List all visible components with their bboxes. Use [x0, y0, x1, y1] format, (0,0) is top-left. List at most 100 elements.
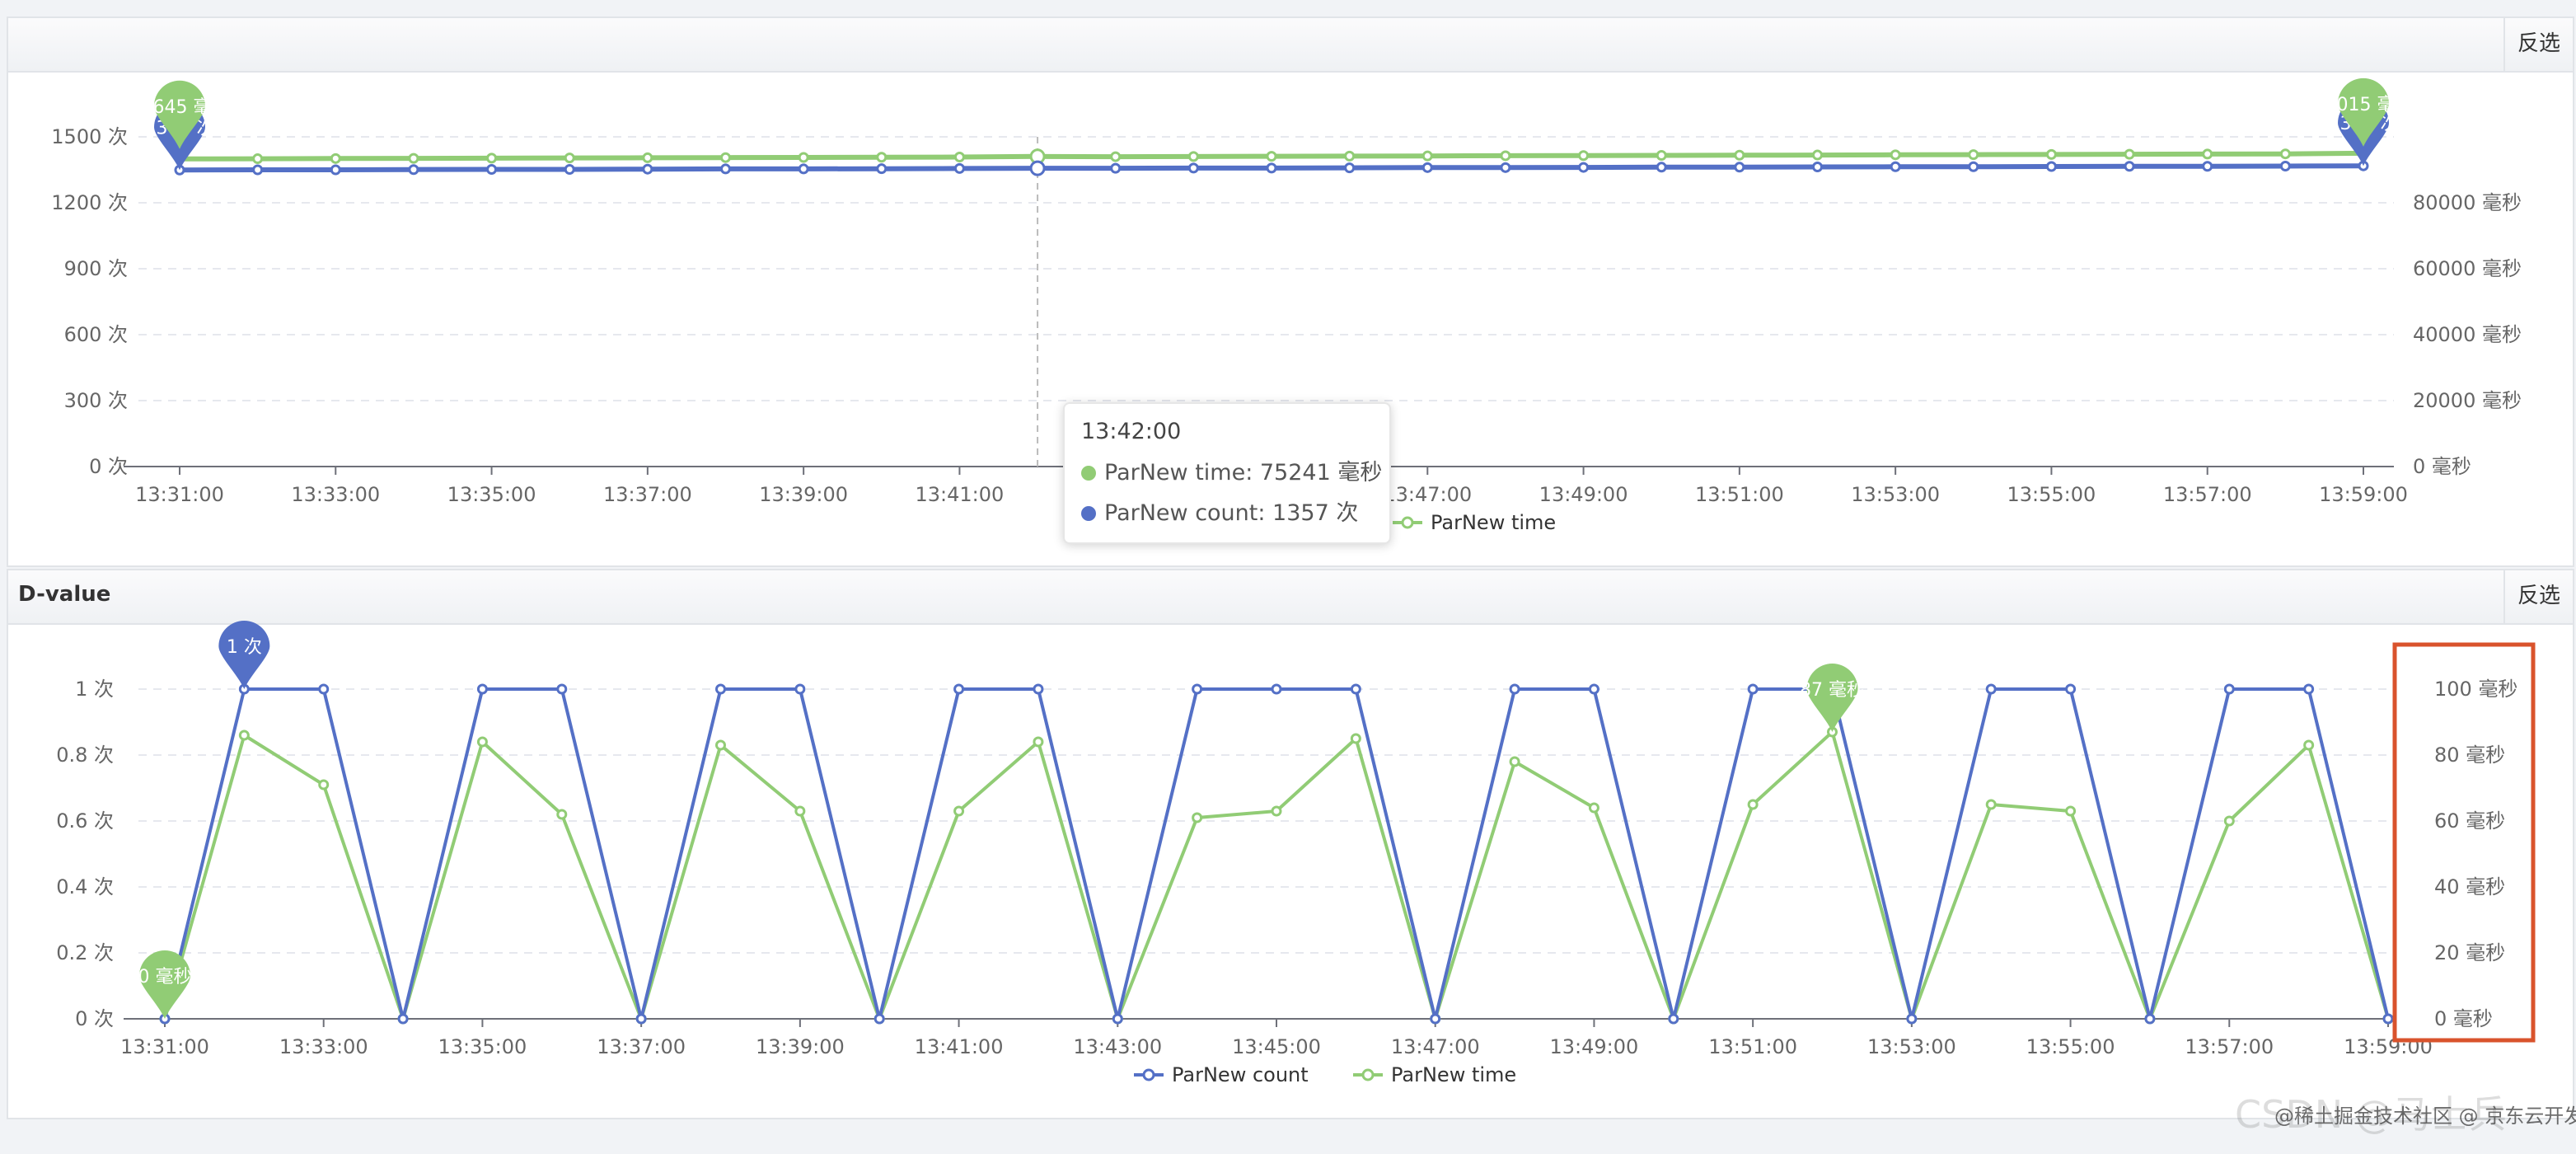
- chart0-point-parnew-count: [252, 164, 264, 176]
- chart0-point-parnew-time: [953, 152, 965, 163]
- chart0-point-parnew-time: [2124, 148, 2135, 160]
- chart1-xtick: 13:57:00: [2185, 1035, 2274, 1058]
- chart0-point-parnew-time: [2202, 148, 2213, 160]
- bottom-panel-header: D-value 反选: [8, 570, 2573, 625]
- chart1-point-parnew-time: [1588, 802, 1599, 814]
- chart0-point-parnew-time: [1890, 149, 1901, 161]
- chart1-point-parnew-count: [715, 683, 726, 695]
- chart1-max-count-pin: [218, 620, 270, 689]
- tooltip-time: 13:42:00: [1081, 419, 1182, 444]
- chart0-point-parnew-count: [953, 162, 965, 174]
- chart0-point-parnew-time: [2279, 148, 2291, 160]
- chart1-legend-marker: [1361, 1068, 1375, 1081]
- chart1-xtick: 13:33:00: [279, 1035, 368, 1058]
- top-invert-button[interactable]: 反选: [2503, 18, 2573, 71]
- chart0-max-time-pin: [2338, 77, 2389, 147]
- chart1-legend-marker: [1142, 1068, 1155, 1081]
- chart1-point-parnew-time: [2223, 815, 2235, 827]
- chart1-point-parnew-count: [556, 683, 568, 695]
- chart0-point-parnew-time: [564, 152, 575, 164]
- chart0-point-parnew-time: [1187, 151, 1199, 162]
- chart1-point-parnew-count: [794, 683, 806, 695]
- chart0-yright-tick: 60000 毫秒: [2413, 257, 2522, 280]
- chart0-xtick: 13:51:00: [1695, 483, 1784, 506]
- chart1-point-parnew-time: [556, 809, 568, 820]
- watermark: @稀土掘金技术社区 @ 京东云开发者: [2274, 1105, 2576, 1128]
- chart1-point-parnew-time: [238, 729, 250, 741]
- chart0-yright-tick: 20000 毫秒: [2413, 389, 2522, 412]
- chart1-point-parnew-count: [2382, 1013, 2394, 1025]
- chart0-point-parnew-time: [1578, 150, 1590, 162]
- bottom-panel-title: D-value: [18, 582, 111, 607]
- chart1-point-parnew-count: [476, 683, 488, 695]
- chart1-xtick: 13:55:00: [2026, 1035, 2115, 1058]
- chart1-point-parnew-count: [2223, 683, 2235, 695]
- chart0-yright-tick: 80000 毫秒: [2413, 191, 2522, 214]
- chart1-max-time-pin: [1806, 664, 1858, 732]
- chart1-point-parnew-count: [1509, 683, 1520, 695]
- chart0-point-parnew-count: [2279, 160, 2291, 171]
- chart0-xtick: 13:47:00: [1383, 483, 1472, 506]
- chart0-xtick: 13:49:00: [1539, 483, 1628, 506]
- chart1-point-parnew-time: [1985, 799, 1997, 810]
- chart1-xtick: 13:49:00: [1550, 1035, 1639, 1058]
- chart1-yleft-tick: 1 次: [75, 678, 114, 701]
- chart1-xtick: 13:47:00: [1391, 1035, 1480, 1058]
- chart0-point-parnew-count: [1812, 162, 1823, 173]
- chart0-point-parnew-count: [1029, 160, 1046, 176]
- chart1-xtick: 13:37:00: [597, 1035, 686, 1058]
- chart1-yleft-tick: 0.4 次: [56, 875, 114, 898]
- chart0-xtick: 13:39:00: [759, 483, 848, 506]
- chart0-point-parnew-time: [1812, 149, 1823, 161]
- chart0-point-parnew-time: [1734, 149, 1745, 161]
- chart0-point-parnew-count: [1890, 161, 1901, 172]
- chart0-point-parnew-count: [1734, 162, 1745, 173]
- chart0-point-parnew-count: [330, 164, 341, 176]
- chart1-min-time-pin: [139, 950, 191, 1019]
- chart0-point-parnew-count: [1578, 162, 1590, 173]
- chart1-yright-tick: 0 毫秒: [2434, 1007, 2493, 1030]
- chart0-point-parnew-time: [642, 152, 653, 163]
- chart1-yright-tick: 80 毫秒: [2434, 744, 2505, 767]
- tooltip-row-count: ParNew count: 1357 次: [1081, 495, 1373, 527]
- chart0-point-parnew-count: [720, 163, 731, 175]
- chart0-point-parnew-count: [642, 163, 653, 175]
- chart1-xtick: 13:31:00: [120, 1035, 209, 1058]
- chart0-point-parnew-time: [1421, 150, 1433, 162]
- tooltip-time-dot: [1081, 466, 1096, 481]
- chart0-xtick: 13:59:00: [2319, 483, 2408, 506]
- chart0-point-parnew-count: [2045, 161, 2057, 172]
- tooltip-row-time: ParNew time: 75241 毫秒: [1081, 454, 1382, 486]
- chart1-point-parnew-time: [318, 779, 330, 790]
- chart1-point-parnew-time: [715, 739, 726, 751]
- chart1-min-time-label: 0 毫秒: [138, 967, 192, 987]
- chart1-point-parnew-count: [1033, 683, 1044, 695]
- chart0-yleft-tick: 900 次: [64, 257, 128, 280]
- chart1-legend-label: ParNew time: [1391, 1063, 1516, 1086]
- chart1-point-parnew-count: [2144, 1013, 2156, 1025]
- chart0-max-time-label: 76015 毫秒: [2314, 95, 2414, 115]
- bottom-invert-button[interactable]: 反选: [2503, 570, 2573, 623]
- chart0-yleft-tick: 1200 次: [51, 191, 128, 214]
- chart1-point-parnew-count: [1271, 683, 1282, 695]
- chart0-yleft-tick: 0 次: [89, 455, 128, 478]
- chart1-yleft-tick: 0.2 次: [56, 941, 114, 964]
- chart0-yleft-tick: 300 次: [64, 389, 128, 412]
- chart0-legend-marker: [1401, 516, 1414, 529]
- hover-tooltip: 13:42:00 ParNew time: 75241 毫秒 ParNew co…: [1063, 402, 1391, 544]
- highlight-box: [2392, 642, 2536, 1043]
- chart0-xtick: 13:57:00: [2163, 483, 2252, 506]
- chart0-point-parnew-count: [798, 163, 809, 175]
- chart1-xtick: 13:51:00: [1708, 1035, 1797, 1058]
- chart1-point-parnew-count: [635, 1013, 647, 1025]
- chart1-point-parnew-time: [794, 805, 806, 817]
- chart0-point-parnew-time: [1110, 151, 1122, 162]
- chart1-yright-tick: 40 毫秒: [2434, 875, 2505, 898]
- chart0-point-parnew-count: [1421, 162, 1433, 173]
- chart0-point-parnew-count: [1656, 162, 1667, 173]
- chart0-min-time-label: 74645 毫秒: [130, 97, 230, 118]
- chart0-yleft-tick: 600 次: [64, 323, 128, 346]
- chart0-point-parnew-time: [1656, 150, 1667, 161]
- chart1-point-parnew-time: [1747, 799, 1759, 810]
- chart1-point-parnew-time: [1192, 812, 1203, 823]
